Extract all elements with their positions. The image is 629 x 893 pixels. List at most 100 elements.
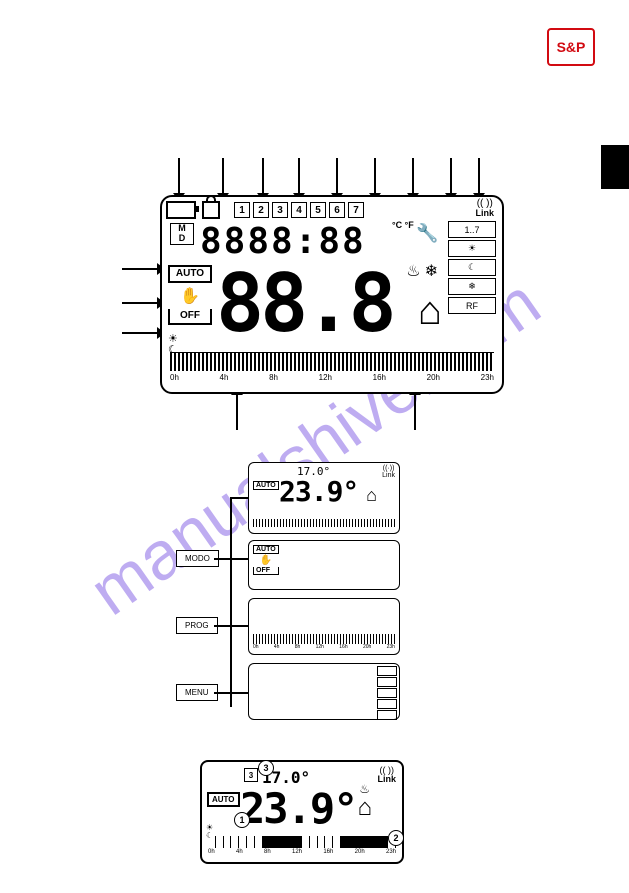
callout-1: 1 — [234, 812, 250, 828]
hour-label: 20h — [427, 373, 440, 382]
callout-arrow-right — [122, 268, 158, 270]
modo-off: OFF — [253, 567, 279, 575]
timeline-segment — [318, 836, 326, 848]
page-edge-tab — [601, 145, 629, 189]
callout-arrow-down — [298, 158, 300, 194]
timeline-segment — [231, 836, 239, 848]
callout-arrow-down — [374, 158, 376, 194]
link-label: Link — [475, 209, 494, 218]
hour-label: 16h — [339, 644, 347, 650]
temp-units-clock: °C °F — [392, 221, 414, 230]
timeline-segment — [247, 836, 255, 848]
callout-arrow-up — [236, 394, 238, 430]
timeline-segment — [286, 836, 294, 848]
hour-label: 23h — [387, 644, 395, 650]
modo-button-label[interactable]: MODO — [176, 550, 219, 567]
off-mode-box: OFF — [168, 309, 212, 325]
menu-state-display — [248, 663, 400, 720]
menu-button-label[interactable]: MENU — [176, 684, 218, 701]
example-timeline-bar — [208, 836, 396, 848]
hour-label: 8h — [269, 373, 278, 382]
timeline-segment — [380, 836, 388, 848]
timeline-hour-labels: 0h 4h 8h 12h 16h 20h 23h — [170, 373, 494, 382]
hour-label: 16h — [323, 849, 333, 855]
modo-hand-icon: ✋ — [253, 555, 279, 566]
page: S&P manualshive.com 1234567 M D 8888:88 … — [0, 0, 629, 893]
hour-label: 12h — [319, 373, 332, 382]
hour-label: 4h — [220, 373, 229, 382]
day-number-box: 3 — [272, 202, 288, 218]
timeline-segment — [372, 836, 380, 848]
callout-arrow-down — [178, 158, 180, 194]
hour-label: 4h — [274, 644, 280, 650]
timeline-segment — [341, 836, 349, 848]
example-heat-icon: ♨ — [359, 782, 370, 796]
mini-auto-badge: AUTO — [253, 481, 279, 490]
mini-main-temp: 23.9° — [279, 475, 358, 508]
callout-arrow-down — [412, 158, 414, 194]
timeline-segment — [310, 836, 318, 848]
connector-line — [230, 497, 232, 707]
md-indicator: M D — [170, 223, 194, 245]
prog-button-label[interactable]: PROG — [176, 617, 218, 634]
wrench-icon: 🔧 — [416, 223, 438, 244]
timeline-segment — [278, 836, 286, 848]
callout-2: 2 — [388, 830, 404, 846]
example-house-icon: ⌂ — [358, 794, 373, 822]
menu-option-box — [377, 666, 397, 676]
callout-arrow-right — [122, 332, 158, 334]
heat-icon: ♨ — [406, 261, 420, 281]
callout-arrow-down — [262, 158, 264, 194]
brand-logo-text: S&P — [557, 40, 586, 54]
mode-icon-box: 1..7 — [448, 221, 496, 238]
mode-icon-box: ❄ — [448, 278, 496, 295]
callout-3: 3 — [258, 760, 274, 776]
mini-timeline — [253, 519, 395, 531]
hour-label: 0h — [253, 644, 259, 650]
brand-logo: S&P — [547, 28, 595, 66]
mode-icon-box: ☀ — [448, 240, 496, 257]
timeline-segment — [224, 836, 232, 848]
hour-label: 23h — [481, 373, 494, 382]
battery-icon — [166, 201, 196, 219]
example-auto-badge: AUTO — [207, 792, 240, 807]
heat-snow-icons: ♨ ❄ — [406, 261, 438, 281]
left-mode-column: AUTO ✋ OFF — [168, 265, 212, 325]
state-default-display: AUTO 17.0° 23.9° ⌂ ((·))Link — [248, 462, 400, 534]
clock-readout: 8888:88 — [200, 221, 366, 262]
example-main-temp: 23.9° — [240, 784, 356, 833]
menu-option-box — [377, 699, 397, 709]
timeline-segment — [349, 836, 357, 848]
menu-option-box — [377, 710, 397, 720]
example-sun-moon-icon: ☀☾ — [206, 824, 213, 840]
program-timeline: ☀ ☾ 0h4h8h12h16h20h23h — [170, 352, 494, 386]
snow-icon: ❄ — [425, 261, 438, 281]
auto-mode-box: AUTO — [168, 265, 212, 283]
lcd-full-diagram: 1234567 M D 8888:88 °C °F 🔧 (( )) Link A… — [160, 195, 504, 394]
timeline-segment — [333, 836, 341, 848]
modo-auto: AUTO — [253, 545, 279, 554]
hour-label: 0h — [170, 373, 179, 382]
timeline-segment — [239, 836, 247, 848]
hour-label: 4h — [236, 849, 243, 855]
mini-antenna-icon: ((·))Link — [382, 465, 395, 479]
timeline-segment — [357, 836, 365, 848]
hour-label: 20h — [363, 644, 371, 650]
menu-option-box — [377, 688, 397, 698]
timeline-segment — [294, 836, 302, 848]
mode-icon-box: ☾ — [448, 259, 496, 276]
hour-label: 16h — [373, 373, 386, 382]
example-display: 3 17.0° AUTO 23.9° ⌂ ♨ (( )) Link ☀☾ 0h4… — [200, 760, 404, 864]
hour-label: 8h — [264, 849, 271, 855]
prog-state-display: 0h4h8h12h16h20h23h — [248, 598, 400, 655]
main-temp-readout: 88.8 — [216, 257, 393, 350]
timeline-sun-moon-icon: ☀ ☾ — [168, 334, 178, 356]
timeline-segment — [365, 836, 373, 848]
example-timeline-labels: 0h4h8h12h16h20h23h — [208, 849, 396, 855]
hour-label: 12h — [316, 644, 324, 650]
lcd-top-row: 1234567 — [166, 201, 498, 219]
menu-right-stack — [377, 666, 397, 720]
timeline-segment — [271, 836, 279, 848]
modo-state-display: AUTO ✋ OFF — [248, 540, 400, 590]
connector-line — [214, 692, 230, 694]
